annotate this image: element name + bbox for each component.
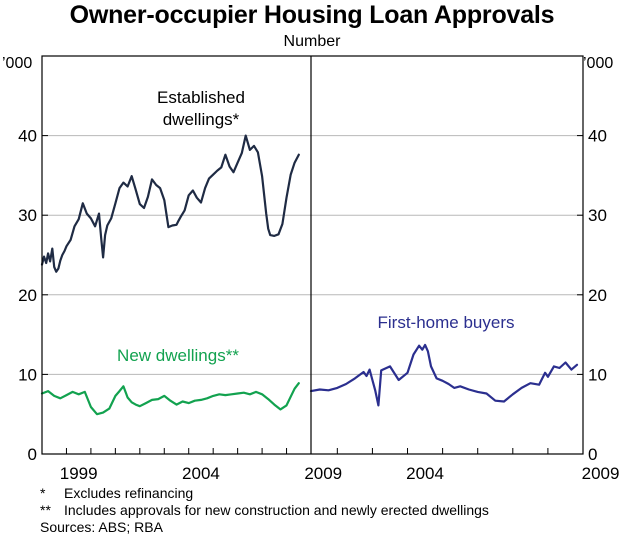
- left-axis-unit: ’000: [2, 55, 33, 72]
- x-tick-label: 2009: [582, 464, 620, 483]
- y-tick-label-left: 10: [18, 365, 37, 384]
- footnote-text: Includes approvals for new construction …: [64, 502, 489, 518]
- footnote-2: ** Includes approvals for new constructio…: [40, 502, 489, 519]
- y-tick-label-left: 30: [18, 206, 37, 225]
- chart-subtitle: Number: [283, 33, 341, 50]
- x-tick-label: 2009: [304, 464, 342, 483]
- footnote-1: * Excludes refinancing: [40, 485, 489, 502]
- chart-title: Owner-occupier Housing Loan Approvals: [69, 1, 555, 29]
- footnotes: * Excludes refinancing ** Includes approva…: [40, 485, 489, 536]
- series-label-line: dwellings*: [163, 110, 240, 129]
- series-line: [309, 343, 579, 407]
- y-tick-label-left: 40: [18, 127, 37, 146]
- footnote-mark: *: [40, 485, 46, 501]
- y-tick-label-left: 0: [28, 445, 37, 464]
- right-axis-unit: ’000: [583, 55, 614, 72]
- x-tick-label: 2004: [182, 464, 220, 483]
- y-tick-label-right: 20: [588, 286, 607, 305]
- series-line: [40, 134, 300, 273]
- y-tick-label-right: 0: [588, 445, 597, 464]
- series-label: New dwellings**: [117, 346, 239, 365]
- series-label: First-home buyers: [378, 313, 515, 332]
- sources: Sources: ABS; RBA: [40, 519, 163, 535]
- series-label-line: Established: [157, 88, 245, 107]
- series-label: Established dwellings*: [157, 88, 245, 129]
- y-tick-label-right: 10: [588, 365, 607, 384]
- y-tick-label-right: 30: [588, 206, 607, 225]
- x-tick-label: 2004: [406, 464, 444, 483]
- footnote-mark: **: [40, 502, 51, 518]
- y-tick-label-right: 40: [588, 127, 607, 146]
- footnote-text: Excludes refinancing: [64, 485, 194, 501]
- y-tick-label-left: 20: [18, 286, 37, 305]
- series-line: [40, 382, 300, 416]
- x-tick-label: 1999: [60, 464, 98, 483]
- plot-frame: [41, 55, 584, 455]
